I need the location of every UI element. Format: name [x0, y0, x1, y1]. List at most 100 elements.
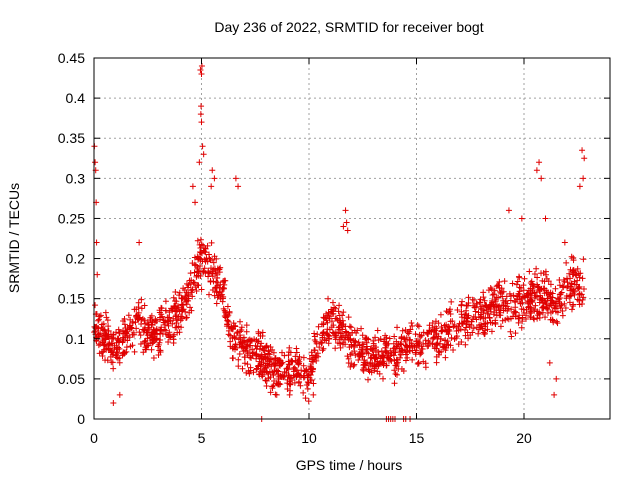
data-point: [573, 272, 580, 279]
data-point: [578, 291, 585, 298]
data-point: [195, 282, 202, 289]
data-point: [227, 338, 234, 345]
data-point: [451, 322, 458, 329]
data-point: [404, 354, 411, 361]
data-point: [191, 261, 198, 268]
data-point: [356, 350, 363, 357]
data-point: [340, 332, 347, 339]
data-point: [499, 302, 506, 309]
data-point: [138, 296, 145, 303]
data-point: [458, 302, 465, 309]
data-point: [320, 314, 327, 321]
data-point: [559, 312, 566, 319]
data-point: [398, 341, 405, 348]
data-point: [523, 306, 530, 313]
data-point: [579, 147, 586, 154]
data-point: [465, 335, 472, 342]
data-point: [235, 336, 242, 343]
data-point: [337, 344, 344, 351]
data-point: [527, 279, 534, 286]
data-point: [222, 313, 229, 320]
data-point: [313, 354, 320, 361]
data-point: [202, 245, 209, 252]
data-point: [557, 305, 564, 312]
data-point: [455, 341, 462, 348]
data-point: [554, 303, 561, 310]
data-point: [173, 320, 180, 327]
data-point: [193, 288, 200, 295]
data-point: [391, 333, 398, 340]
data-point: [409, 323, 416, 330]
data-point: [508, 306, 515, 313]
data-point: [173, 312, 180, 319]
data-point: [580, 256, 587, 263]
data-point: [170, 336, 177, 343]
data-point: [225, 312, 232, 319]
data-point: [137, 332, 144, 339]
data-point: [158, 311, 165, 318]
data-point: [247, 338, 254, 345]
data-point: [302, 395, 309, 402]
data-point: [188, 289, 195, 296]
data-point: [424, 331, 431, 338]
data-point: [230, 320, 237, 327]
data-point: [198, 119, 205, 126]
data-point: [355, 356, 362, 363]
data-point: [365, 376, 372, 383]
data-point: [450, 346, 457, 353]
data-point: [359, 347, 366, 354]
data-point: [127, 316, 134, 323]
data-point: [121, 315, 128, 322]
data-point: [297, 382, 304, 389]
data-point: [284, 365, 291, 372]
data-point: [180, 285, 187, 292]
data-point: [534, 281, 541, 288]
data-point: [326, 315, 333, 322]
data-point: [143, 346, 150, 353]
data-point: [148, 346, 155, 353]
data-point: [415, 359, 422, 366]
data-point: [437, 335, 444, 342]
points-layer: [91, 63, 588, 422]
data-point: [206, 255, 213, 262]
data-point: [292, 366, 299, 373]
data-point: [508, 333, 515, 340]
data-point: [560, 276, 567, 283]
data-point: [213, 288, 220, 295]
data-point: [501, 278, 508, 285]
data-point: [183, 280, 190, 287]
data-point: [309, 352, 316, 359]
data-point: [371, 355, 378, 362]
data-point: [336, 302, 343, 309]
data-point: [556, 300, 563, 307]
data-point: [138, 321, 145, 328]
data-point: [413, 338, 420, 345]
data-point: [95, 317, 102, 324]
data-point: [409, 356, 416, 363]
data-point: [363, 334, 370, 341]
data-point: [176, 292, 183, 299]
data-point: [96, 313, 103, 320]
data-point: [551, 391, 558, 398]
data-point: [197, 67, 204, 74]
x-axis-label: GPS time / hours: [296, 457, 403, 473]
data-point: [207, 278, 214, 285]
data-point: [144, 335, 151, 342]
data-point: [383, 342, 390, 349]
y-tick-label: 0.25: [58, 210, 85, 226]
data-point: [197, 236, 204, 243]
data-point: [201, 265, 208, 272]
x-tick-label: 15: [409, 430, 425, 446]
data-point: [212, 285, 219, 292]
data-point: [155, 351, 162, 358]
data-point: [463, 310, 470, 317]
data-point: [351, 361, 358, 368]
data-point: [526, 268, 533, 275]
data-point: [376, 370, 383, 377]
data-point: [140, 326, 147, 333]
data-point: [574, 277, 581, 284]
data-point: [401, 335, 408, 342]
data-point: [313, 340, 320, 347]
data-point: [570, 301, 577, 308]
data-point: [200, 268, 207, 275]
